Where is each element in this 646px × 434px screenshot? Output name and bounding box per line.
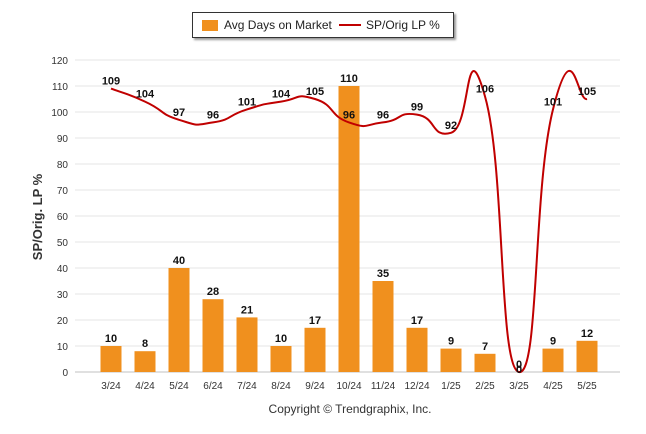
y-tick-label: 110 [52,82,68,93]
line-value-label: 0 [516,364,522,376]
bar [304,327,326,372]
bars [100,86,598,372]
y-tick-label: 70 [57,186,69,197]
bar-value-label: 8 [142,338,148,350]
x-axis-ticks: 3/24 4/24 5/24 6/24 7/24 8/24 9/24 10/24 11/24 12… [101,381,597,392]
bar-value-label: 28 [207,286,219,298]
bar [202,299,224,372]
x-tick-label: 5/24 [169,381,189,392]
line-value-label: 101 [238,96,256,108]
x-tick-label: 3/25 [509,381,529,392]
x-tick-label: 8/24 [271,381,291,392]
x-tick-label: 6/24 [203,381,223,392]
y-tick-label: 20 [57,316,69,327]
y-tick-label: 50 [57,238,69,249]
line-value-label: 105 [578,86,596,98]
y-tick-label: 100 [51,108,68,119]
line-value-label: 105 [306,86,324,98]
legend-line-swatch [339,24,361,26]
y-tick-label: 60 [57,212,69,223]
bar-value-label: 21 [241,304,253,316]
bar [236,317,258,372]
line-value-label: 96 [343,109,355,121]
bar [576,340,598,372]
line-value-label: 104 [272,89,291,101]
y-tick-label: 10 [57,342,69,353]
bar-value-label: 12 [581,328,593,340]
y-tick-label: 40 [57,264,69,275]
x-tick-label: 4/24 [135,381,155,392]
line-value-label: 106 [476,83,494,95]
x-tick-label: 5/25 [577,381,597,392]
line-value-label: 101 [544,96,562,108]
line-value-label: 96 [377,109,389,121]
bar [474,353,496,372]
line-value-label: 109 [102,76,120,88]
legend-bar-label: Avg Days on Market [224,18,332,32]
bar [338,86,360,372]
y-tick-label: 30 [57,290,69,301]
y-tick-label: 80 [57,160,69,171]
y-tick-label: 0 [62,368,68,379]
bar-value-label: 9 [550,336,556,348]
bar-value-label: 17 [309,315,321,327]
bar-value-label: 9 [448,336,454,348]
y-tick-label: 90 [57,134,69,145]
bar [440,348,462,372]
x-tick-label: 11/24 [371,381,396,392]
y-axis-label: SP/Orig. LP % [30,173,45,260]
line-series [110,69,588,373]
x-tick-label: 12/24 [404,381,429,392]
line-value-label: 97 [173,107,185,119]
bar-value-label: 10 [275,333,287,345]
bar [542,348,564,372]
bar-value-label: 0 [516,359,522,371]
bar-value-label: 110 [340,73,358,85]
line-value-label: 96 [207,109,219,121]
legend-bar-swatch [202,20,218,31]
line-value-label: 99 [411,102,423,114]
x-tick-label: 2/25 [475,381,495,392]
bar [406,327,428,372]
line-value-label: 92 [445,120,457,132]
copyright-text: Copyright © Trendgraphix, Inc. [268,402,432,416]
x-tick-label: 7/24 [237,381,257,392]
y-axis-ticks: 0 10 20 30 40 50 60 70 80 90 100 110 120 [51,56,68,379]
bar-value-label: 40 [173,255,185,267]
bar-value-label: 17 [411,315,423,327]
x-tick-label: 9/24 [305,381,325,392]
line-value-label: 104 [136,89,155,101]
bar [270,346,292,372]
bar [372,281,394,372]
legend-line-label: SP/Orig LP % [366,18,440,32]
x-tick-label: 4/25 [543,381,563,392]
line-path [110,69,588,373]
legend: Avg Days on Market SP/Orig LP % [192,12,454,38]
bar [168,268,190,372]
y-tick-label: 120 [51,56,68,67]
bar-value-label: 35 [377,268,389,280]
bar [134,351,156,372]
bar-value-label: 7 [482,341,488,353]
x-tick-label: 1/25 [441,381,461,392]
x-tick-label: 10/24 [336,381,361,392]
x-tick-label: 3/24 [101,381,121,392]
bar [100,346,122,372]
bar-value-label: 10 [105,333,117,345]
